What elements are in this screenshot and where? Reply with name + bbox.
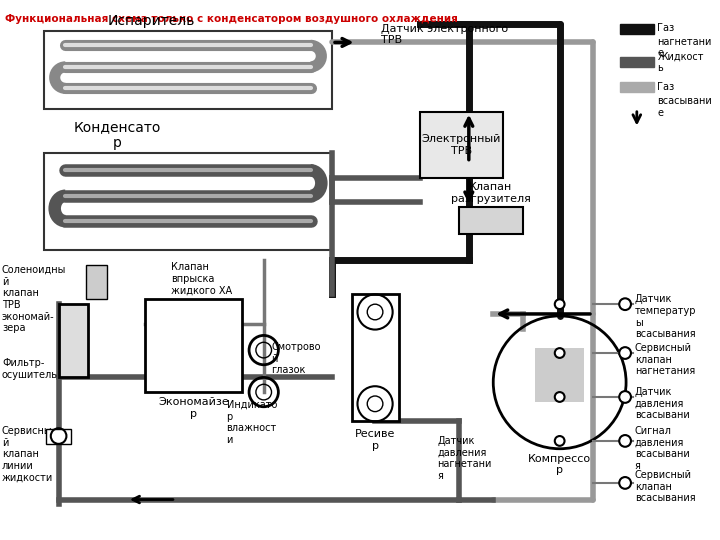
Bar [459,206,523,234]
Text: Датчик электронного
ТРВ: Датчик электронного ТРВ [381,24,508,45]
Text: Сигнал
давления
всасывани
я: Сигнал давления всасывани я [635,426,690,471]
Text: нагнетани
е: нагнетани е [657,37,711,58]
Text: Клапан
разгрузителя: Клапан разгрузителя [451,182,531,204]
Text: Датчик
температур
ы
всасывания: Датчик температур ы всасывания [635,294,696,339]
Text: всасывани
е: всасывани е [657,96,712,118]
Bar [46,429,71,444]
Text: Конденсато
р: Конденсато р [73,120,161,150]
Bar [58,304,88,377]
Circle shape [619,347,631,359]
Text: Функциональная схема только с конденсатором воздушного охлаждения: Функциональная схема только с конденсато… [5,14,458,24]
Text: Электронный
ТРВ: Электронный ТРВ [422,134,501,156]
Text: Соленоидны
й
клапан
ТРВ
экономай-
зера: Соленоидны й клапан ТРВ экономай- зера [2,265,66,333]
Bar [420,112,503,178]
Bar [535,348,584,402]
Text: Ресиве
р: Ресиве р [355,429,395,451]
Text: Сервисный
клапан
нагнетания: Сервисный клапан нагнетания [635,343,695,376]
Bar [620,24,654,33]
Text: Экономайзе
р: Экономайзе р [158,397,229,418]
Bar [44,31,332,109]
Text: Компрессо
р: Компрессо р [528,454,591,475]
Bar [44,153,332,251]
Circle shape [555,299,564,309]
Circle shape [619,435,631,447]
Circle shape [619,298,631,310]
Circle shape [555,436,564,446]
Text: Газ: Газ [657,23,675,33]
Text: Жидкост
ь: Жидкост ь [657,51,704,73]
Circle shape [555,392,564,402]
Bar [620,83,654,92]
Bar [145,299,242,392]
Text: Смотрово
й
глазок: Смотрово й глазок [271,342,321,375]
Text: Индикато
р
влажност
и: Индикато р влажност и [227,400,277,445]
Text: Газ: Газ [657,83,675,92]
Text: Сервисный
клапан
всасывания: Сервисный клапан всасывания [635,470,696,503]
Bar [86,265,107,299]
Text: Испаритель: Испаритель [108,14,195,28]
Circle shape [619,391,631,403]
Bar [620,57,654,67]
Circle shape [619,477,631,489]
Circle shape [555,348,564,358]
Text: Датчик
давления
всасывани: Датчик давления всасывани [635,387,690,421]
Text: Клапан
впрыска
жидкого ХА: Клапан впрыска жидкого ХА [171,262,232,295]
Text: Сервисны
й
клапан
линии
жидкости: Сервисны й клапан линии жидкости [2,426,53,483]
Text: Фильтр-
осушитель: Фильтр- осушитель [2,358,58,380]
Bar [351,294,398,421]
Text: Датчик
давления
нагнетани
я: Датчик давления нагнетани я [438,436,492,481]
